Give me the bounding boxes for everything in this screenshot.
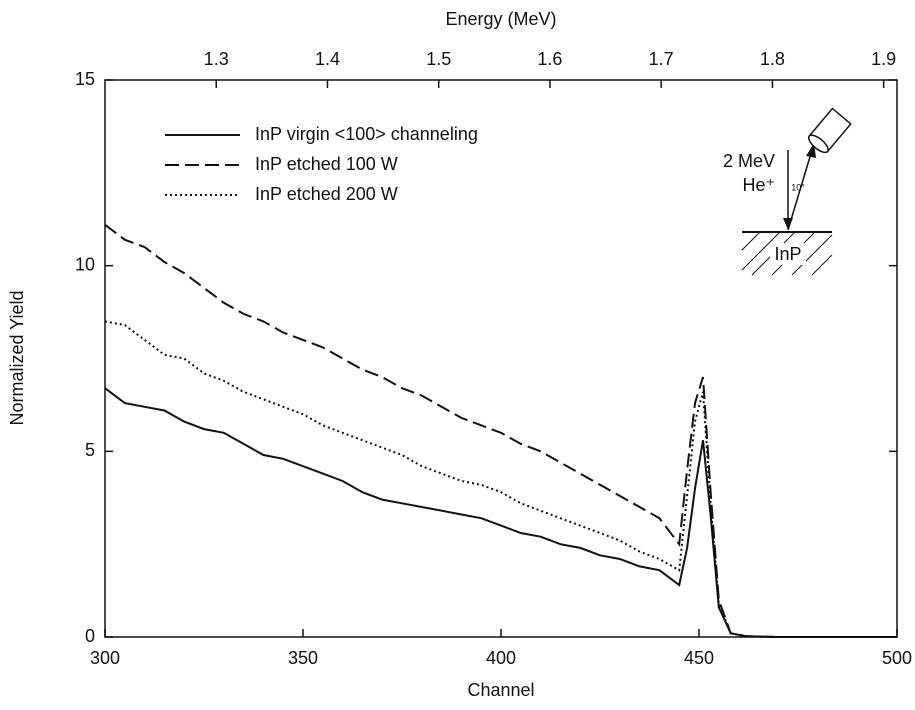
series-line <box>104 387 897 638</box>
x2-tick-label: 1.9 <box>871 49 896 69</box>
x-tick-label: 300 <box>90 648 120 668</box>
x2-tick-label: 1.6 <box>537 49 562 69</box>
plot-frame <box>104 79 898 638</box>
series-line <box>104 224 897 638</box>
x-tick-label: 500 <box>882 648 912 668</box>
legend-label: InP virgin <100> channeling <box>255 124 478 144</box>
y-tick-label: 15 <box>75 69 95 89</box>
ion-label: He⁺ <box>742 175 775 195</box>
y-axis-label: Normalized Yield <box>7 290 27 425</box>
target-label: InP <box>774 244 801 264</box>
x2-tick-label: 1.8 <box>760 49 785 69</box>
x2-tick-label: 1.7 <box>649 49 674 69</box>
x2-axis-label: Energy (MeV) <box>445 9 556 29</box>
legend-label: InP etched 100 W <box>255 154 398 174</box>
x-tick-label: 450 <box>684 648 714 668</box>
angle-label: 10° <box>791 182 805 192</box>
x2-tick-label: 1.4 <box>315 49 340 69</box>
x-tick-label: 400 <box>486 648 516 668</box>
inset: InP 2 MeV He⁺ 10° <box>723 107 852 276</box>
y-tick-label: 10 <box>75 254 95 274</box>
x2-tick-label: 1.5 <box>426 49 451 69</box>
x-axis-label: Channel <box>467 680 534 700</box>
label-bg <box>770 243 806 265</box>
scatter-arrow <box>787 149 813 231</box>
x2-tick-label: 1.3 <box>204 49 229 69</box>
beam-label: 2 MeV <box>723 151 775 171</box>
x-tick-label: 350 <box>288 648 318 668</box>
series-line <box>104 320 897 638</box>
detector <box>807 107 852 154</box>
y-tick-label: 5 <box>85 440 95 460</box>
legend-label: InP etched 200 W <box>255 184 398 204</box>
y-tick-label: 0 <box>85 626 95 646</box>
